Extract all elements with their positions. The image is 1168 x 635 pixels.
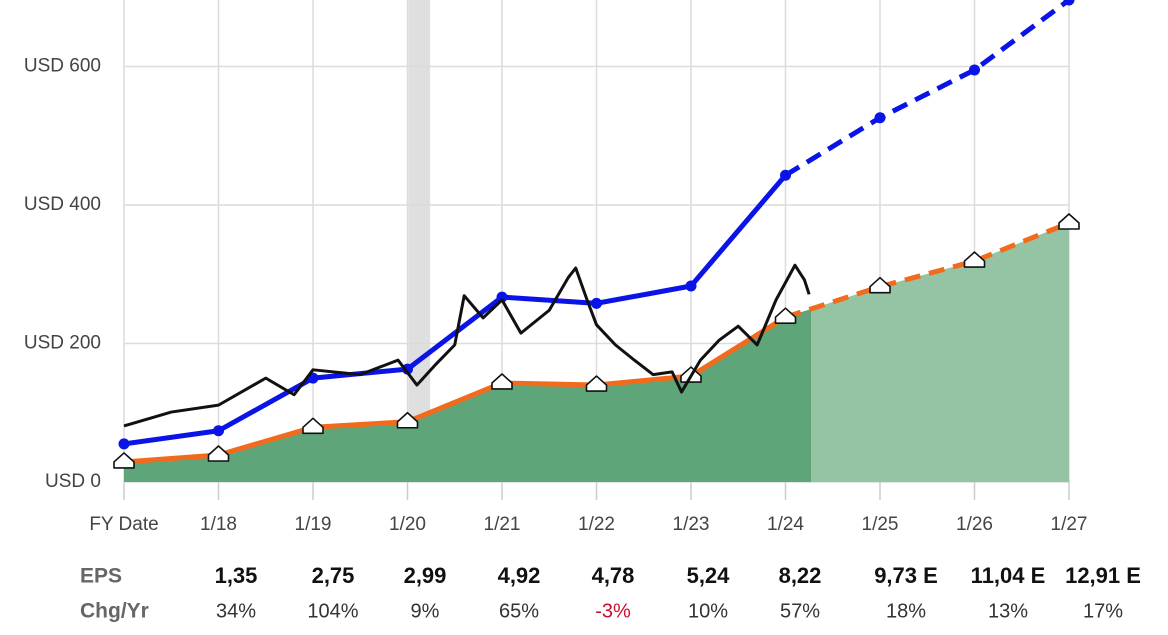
change-value: 10% xyxy=(688,600,728,622)
point xyxy=(780,169,791,181)
point xyxy=(402,363,413,375)
change-value: 13% xyxy=(988,600,1028,622)
change-value: 18% xyxy=(886,600,926,622)
y-tick-label: USD 600 xyxy=(24,55,101,76)
point xyxy=(685,280,697,292)
point xyxy=(496,291,508,303)
line xyxy=(123,263,811,428)
point xyxy=(874,112,886,124)
change-value: 57% xyxy=(780,600,820,622)
point xyxy=(963,251,986,268)
point xyxy=(869,276,891,294)
eps-value: 4,78 xyxy=(592,563,635,588)
x-tick-label: 1/21 xyxy=(484,514,521,535)
point xyxy=(213,425,224,437)
point xyxy=(1063,0,1075,6)
eps-value: 2,99 xyxy=(404,563,447,588)
y-tick-label: USD 400 xyxy=(24,194,101,215)
eps-value: 8,22 xyxy=(779,563,822,588)
foreground-layer xyxy=(113,0,1080,469)
eps-value: 4,92 xyxy=(498,563,541,588)
x-tick-label: 1/25 xyxy=(862,514,899,535)
change-value: 17% xyxy=(1083,600,1123,622)
eps-value: 12,91 E xyxy=(1065,563,1141,588)
point xyxy=(1058,213,1080,230)
recession-band xyxy=(408,0,431,482)
eps-value: 1,35 xyxy=(215,563,258,588)
area xyxy=(124,308,812,482)
x-tick-label: 1/23 xyxy=(673,514,710,535)
y-tick-label: USD 200 xyxy=(24,333,101,354)
change-value: 65% xyxy=(499,600,539,622)
eps-value: 5,24 xyxy=(687,563,731,588)
point xyxy=(113,452,135,469)
eps-value: 9,73 E xyxy=(874,563,938,588)
area-estimate xyxy=(811,222,1069,482)
x-tick-label: 1/19 xyxy=(295,514,332,535)
x-tick-label: 1/26 xyxy=(956,514,993,535)
point xyxy=(591,297,602,309)
line xyxy=(123,173,788,447)
change-value: 9% xyxy=(411,600,440,622)
point xyxy=(396,411,419,429)
x-tick-label: 1/27 xyxy=(1051,514,1088,535)
point xyxy=(774,307,797,324)
change-value: -3% xyxy=(595,600,631,622)
change-value: 34% xyxy=(216,600,256,622)
x-tick-label: 1/20 xyxy=(389,514,426,535)
x-tick-label: 1/22 xyxy=(578,514,615,535)
change-value: 104% xyxy=(307,600,358,622)
point xyxy=(118,438,130,450)
x-tick-label: 1/24 xyxy=(767,514,804,535)
y-tick-label: USD 0 xyxy=(45,471,101,492)
point xyxy=(491,373,513,390)
line-estimate xyxy=(784,0,1071,178)
x-tick-label: 1/18 xyxy=(200,514,237,535)
point xyxy=(302,417,324,435)
eps-value: 11,04 E xyxy=(971,563,1046,588)
point xyxy=(585,375,608,392)
eps-value: 2,75 xyxy=(312,563,355,588)
background-layer: USD 0 USD 200 USD 400 USD 600 FY Date 1/18 1/1… xyxy=(24,0,1088,535)
point xyxy=(969,64,980,76)
x-tick-label: FY Date xyxy=(89,514,158,535)
point xyxy=(207,445,230,462)
row-label: EPS xyxy=(80,565,122,588)
row-label: Chg/Yr xyxy=(80,600,149,623)
